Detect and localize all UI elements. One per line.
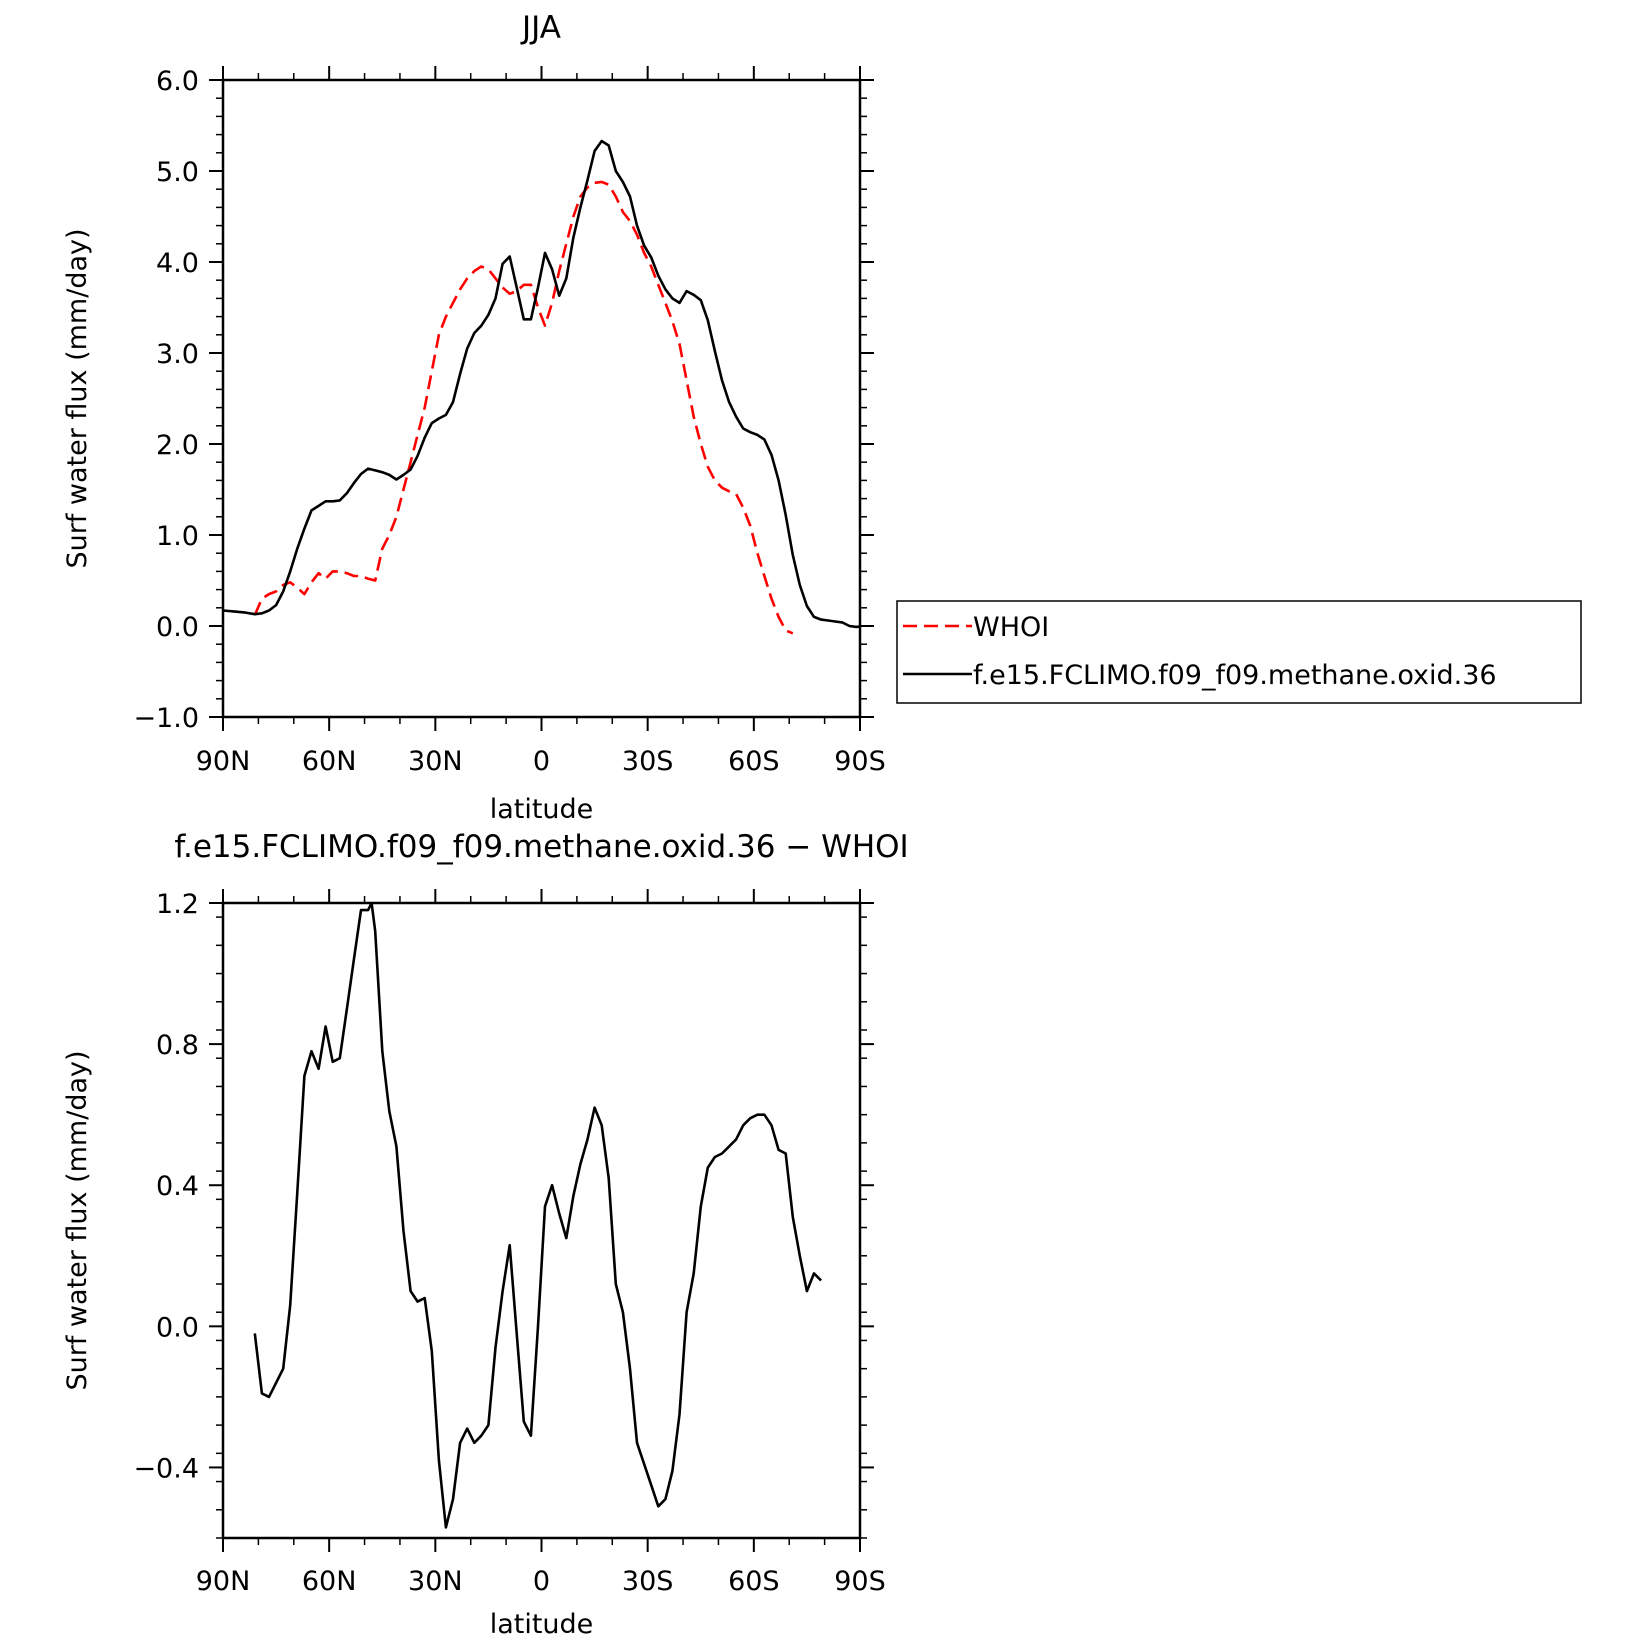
- x-tick-label: 60N: [302, 1566, 357, 1597]
- x-tick-label: 30S: [622, 746, 674, 777]
- chart-title: f.e15.FCLIMO.f09_f09.methane.oxid.36 − W…: [174, 829, 908, 865]
- y-tick-label: 6.0: [156, 66, 199, 97]
- x-tick-label: 90N: [196, 746, 251, 777]
- legend-label: WHOI: [973, 612, 1049, 643]
- y-tick-label: 2.0: [156, 430, 199, 461]
- x-tick-label: 30S: [622, 1566, 674, 1597]
- y-tick-label: 0.8: [156, 1030, 199, 1061]
- y-tick-label: −0.4: [133, 1453, 199, 1484]
- y-tick-label: 0.0: [156, 1312, 199, 1343]
- y-tick-label: 0.0: [156, 612, 199, 643]
- x-axis-label: latitude: [490, 1609, 594, 1635]
- x-tick-label: 60S: [728, 746, 780, 777]
- y-tick-label: 1.2: [156, 889, 199, 920]
- series-line-model: [223, 139, 860, 629]
- y-axis-label: Surf water flux (mm/day): [62, 228, 93, 568]
- x-tick-label: 60S: [728, 1566, 780, 1597]
- legend-box: [896, 600, 1582, 704]
- y-tick-label: −1.0: [133, 703, 199, 734]
- x-tick-label: 90S: [834, 1566, 886, 1597]
- x-tick-label: 30N: [408, 1566, 463, 1597]
- x-tick-label: 0: [533, 746, 550, 777]
- series-line-model: [253, 903, 823, 1529]
- y-tick-label: 5.0: [156, 157, 199, 188]
- panel-top-jja: JJA 90N 60N 30N 0 30S 60S 90S −1.0 0.0 1.0 2.0 3.0 4.…: [62, 10, 886, 825]
- legend: WHOI f.e15.FCLIMO.f09_f09.methane.oxid.36: [896, 600, 1582, 704]
- y-tick-label: 4.0: [156, 248, 199, 279]
- series-line-whoi: [253, 180, 794, 635]
- x-tick-label: 30N: [408, 746, 463, 777]
- panel-bottom-difference: f.e15.FCLIMO.f09_f09.methane.oxid.36 − W…: [62, 829, 909, 1635]
- x-tick-label: 90S: [834, 746, 886, 777]
- x-tick-label: 90N: [196, 1566, 251, 1597]
- y-tick-label: 0.4: [156, 1171, 199, 1202]
- y-axis-label: Surf water flux (mm/day): [62, 1050, 93, 1390]
- chart-title: JJA: [520, 10, 561, 46]
- plot-frame: [221, 78, 862, 719]
- plot-frame: [221, 901, 862, 1540]
- x-axis-label: latitude: [490, 794, 594, 825]
- x-tick-label: 0: [533, 1566, 550, 1597]
- y-tick-label: 3.0: [156, 339, 199, 370]
- legend-label: f.e15.FCLIMO.f09_f09.methane.oxid.36: [973, 660, 1497, 691]
- y-tick-label: 1.0: [156, 521, 199, 552]
- x-tick-label: 60N: [302, 746, 357, 777]
